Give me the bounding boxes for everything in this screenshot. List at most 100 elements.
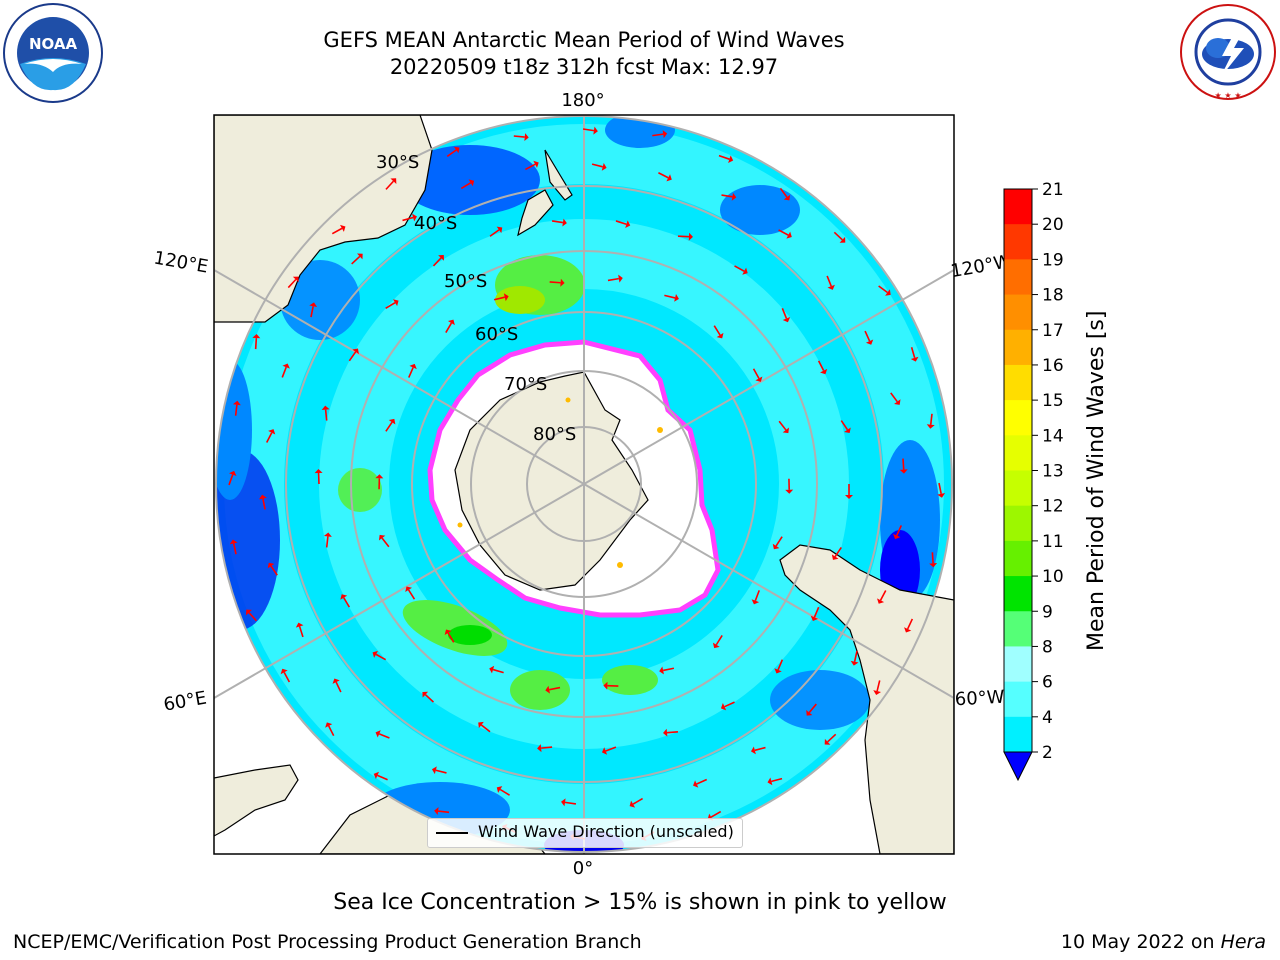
wind-wave-arrow [287, 278, 297, 289]
colorbar-segment [1004, 189, 1032, 225]
colorbar-segment [1004, 505, 1032, 542]
lat-label-60s: 60°S [475, 324, 518, 345]
wind-wave-arrow [591, 163, 603, 168]
wind-wave-arrow-head [827, 284, 835, 290]
wind-wave-arrow-head [314, 469, 323, 474]
legend-label: Wind Wave Direction (unscaled) [478, 822, 734, 841]
wind-wave-arrow [254, 338, 258, 350]
wind-wave-arrow-head [390, 178, 397, 184]
wind-wave-arrow-head [885, 289, 891, 296]
wind-wave-arrow-head [688, 232, 693, 241]
wind-wave-arrow-head [873, 690, 882, 696]
colorbar-tick-label: 18 [1042, 286, 1064, 306]
wind-wave-arrow-head [537, 744, 542, 753]
wind-wave-arrow-head [929, 563, 938, 568]
wind-wave-arrow-head [246, 609, 252, 616]
wind-wave-arrow [432, 257, 442, 267]
wind-wave-arrow [910, 347, 916, 359]
wind-wave-arrow [385, 421, 393, 432]
wind-wave-arrow [232, 543, 237, 555]
wind-wave-arrow-head [720, 703, 727, 711]
wind-wave-arrow [778, 229, 789, 236]
wind-wave-arrow [445, 322, 453, 333]
colorbar-tick-label: 6 [1042, 673, 1053, 693]
colorbar-tick-label: 10 [1042, 567, 1064, 587]
africa-land [214, 764, 299, 837]
colorbar-tick-label: 12 [1042, 497, 1064, 517]
colorbar-segment [1004, 576, 1032, 612]
wind-wave-arrow [298, 626, 304, 638]
wind-wave-arrow-head [712, 642, 720, 649]
wind-wave-arrow [549, 686, 561, 691]
wind-wave-arrow-head [268, 429, 276, 435]
wind-wave-arrow [721, 194, 733, 198]
wind-wave-arrow [327, 725, 335, 737]
wind-wave-arrow [265, 432, 273, 443]
wind-wave-arrow [438, 810, 450, 814]
wind-wave-arrow [549, 281, 561, 284]
wind-wave-arrow-head [431, 766, 437, 775]
wind-wave-arrow-head [325, 722, 333, 728]
lon-label-180: 180° [561, 90, 604, 111]
wind-wave-arrow-head [496, 786, 503, 793]
wind-wave-arrow [713, 325, 721, 336]
wind-wave-arrow [615, 220, 627, 226]
wind-wave-arrow [833, 231, 843, 241]
wind-wave-arrow-head [782, 317, 791, 323]
noaa-logo: NOAA [3, 3, 103, 103]
wind-wave-arrow-head [865, 339, 874, 345]
wind-wave-arrow-head [926, 424, 935, 429]
wind-wave-arrow [781, 307, 788, 319]
footer-right: 10 May 2022 on Hera [1061, 931, 1266, 953]
wind-wave-arrow [446, 149, 457, 158]
wind-wave-arrow [424, 694, 435, 703]
wind-wave-arrow [813, 606, 820, 618]
colorbar-segment [1004, 611, 1032, 647]
colorbar-segment [1004, 435, 1032, 471]
colorbar-tick-label: 20 [1042, 215, 1064, 235]
footer-left: NCEP/EMC/Verification Post Processing Pr… [13, 931, 642, 953]
wind-wave-arrow [248, 612, 257, 622]
wind-wave-arrow [378, 733, 390, 739]
wind-wave-arrow [666, 730, 679, 734]
wind-wave-arrow [607, 277, 619, 282]
sea-ice-caption: Sea Ice Concentration > 15% is shown in … [333, 890, 947, 915]
colorbar-tick-label: 19 [1042, 250, 1064, 270]
wind-wave-arrow-head [468, 179, 475, 187]
wind-wave-arrow-head [750, 746, 756, 755]
wind-wave-arrow-head [728, 155, 734, 163]
wind-wave-arrow [696, 778, 708, 785]
wind-wave-arrow-head [850, 660, 859, 666]
wind-wave-arrow-head [434, 807, 439, 816]
footer-date: 10 May 2022 on [1060, 931, 1221, 953]
wind-wave-arrow-head [893, 533, 901, 540]
colorbar-segment [1004, 329, 1032, 366]
wind-wave-arrow-head [375, 474, 384, 479]
chart-title: GEFS MEAN Antarctic Mean Period of Wind … [323, 28, 845, 52]
wind-wave-arrow-head [785, 489, 794, 494]
graticule [214, 115, 954, 854]
wind-wave-arrow [754, 590, 760, 601]
wind-wave-arrow-head [409, 363, 417, 370]
wind-wave-arrow [775, 536, 783, 547]
wind-wave-arrow-head [618, 274, 623, 283]
wind-wave-arrow-head [352, 348, 359, 355]
wind-wave-arrow-head [267, 562, 275, 569]
colorbar-tick-label: 13 [1042, 462, 1064, 482]
wind-wave-arrow [489, 229, 500, 237]
wind-wave-arrow-head [831, 554, 839, 560]
wind-wave-arrow [938, 482, 942, 494]
wind-wave-arrow-head [662, 130, 668, 139]
wind-wave-arrow [808, 703, 817, 714]
wind-wave-arrow-head [844, 427, 851, 434]
wind-wave-arrow-head [751, 599, 760, 605]
colorbar-segment [1004, 470, 1032, 507]
colorbar-tick-label: 17 [1042, 321, 1064, 341]
wind-wave-arrow [564, 801, 577, 805]
wind-wave-arrow [551, 220, 564, 224]
lat-label-50s: 50°S [444, 271, 487, 292]
lat-label-30s: 30°S [376, 152, 419, 173]
wind-wave-arrow [408, 367, 414, 378]
wind-wave-arrow [262, 498, 266, 510]
